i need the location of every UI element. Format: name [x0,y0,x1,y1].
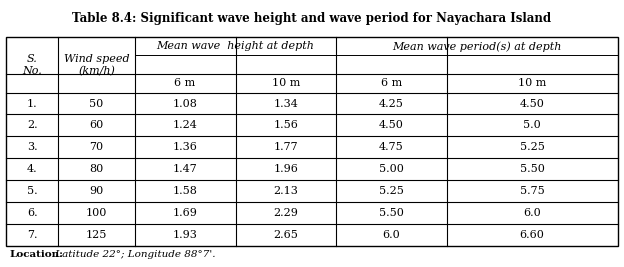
Text: 6.0: 6.0 [524,208,541,218]
Text: Latitude 22°; Longitude 88°7'.: Latitude 22°; Longitude 88°7'. [52,250,215,259]
Text: 5.75: 5.75 [520,186,545,196]
Text: S.
No.: S. No. [22,54,42,76]
Text: Mean wave  height at depth: Mean wave height at depth [157,41,314,51]
Text: 1.24: 1.24 [173,120,198,130]
Text: 5.: 5. [27,186,37,196]
Text: 3.: 3. [27,142,37,152]
Text: 6.: 6. [27,208,37,218]
Text: 1.: 1. [27,99,37,108]
Text: 2.: 2. [27,120,37,130]
Text: Mean wave period(s) at depth: Mean wave period(s) at depth [392,41,562,52]
Text: 4.75: 4.75 [379,142,404,152]
Text: 1.34: 1.34 [273,99,298,108]
Text: 50: 50 [89,99,104,108]
Text: 6.60: 6.60 [520,230,545,240]
Text: 2.13: 2.13 [273,186,298,196]
Text: 1.69: 1.69 [173,208,198,218]
Text: 4.25: 4.25 [379,99,404,108]
Text: 4.: 4. [27,164,37,174]
Text: 6 m: 6 m [175,78,196,88]
Text: Table 8.4: Significant wave height and wave period for Nayachara Island: Table 8.4: Significant wave height and w… [72,12,552,25]
Text: 100: 100 [85,208,107,218]
Text: 5.50: 5.50 [520,164,545,174]
Text: 5.50: 5.50 [379,208,404,218]
Text: 6.0: 6.0 [383,230,401,240]
Text: Wind speed
(km/h): Wind speed (km/h) [64,54,129,76]
Text: 1.96: 1.96 [273,164,298,174]
Text: 1.58: 1.58 [173,186,198,196]
Text: 2.65: 2.65 [273,230,298,240]
Text: 1.56: 1.56 [273,120,298,130]
Text: 6 m: 6 m [381,78,402,88]
Text: 5.25: 5.25 [379,186,404,196]
Text: 5.25: 5.25 [520,142,545,152]
Text: 2.29: 2.29 [273,208,298,218]
Text: 1.93: 1.93 [173,230,198,240]
Text: Location:: Location: [9,250,64,259]
Text: 7.: 7. [27,230,37,240]
Text: 4.50: 4.50 [379,120,404,130]
Text: 80: 80 [89,164,104,174]
Text: 4.50: 4.50 [520,99,545,108]
Text: 5.00: 5.00 [379,164,404,174]
Text: 5.0: 5.0 [524,120,541,130]
Text: 10 m: 10 m [272,78,300,88]
Text: 1.47: 1.47 [173,164,197,174]
Text: 125: 125 [85,230,107,240]
Text: 10 m: 10 m [518,78,547,88]
Text: 1.36: 1.36 [173,142,198,152]
Text: 60: 60 [89,120,104,130]
Text: 90: 90 [89,186,104,196]
Text: 70: 70 [89,142,104,152]
Text: 1.77: 1.77 [274,142,298,152]
Text: 1.08: 1.08 [173,99,198,108]
